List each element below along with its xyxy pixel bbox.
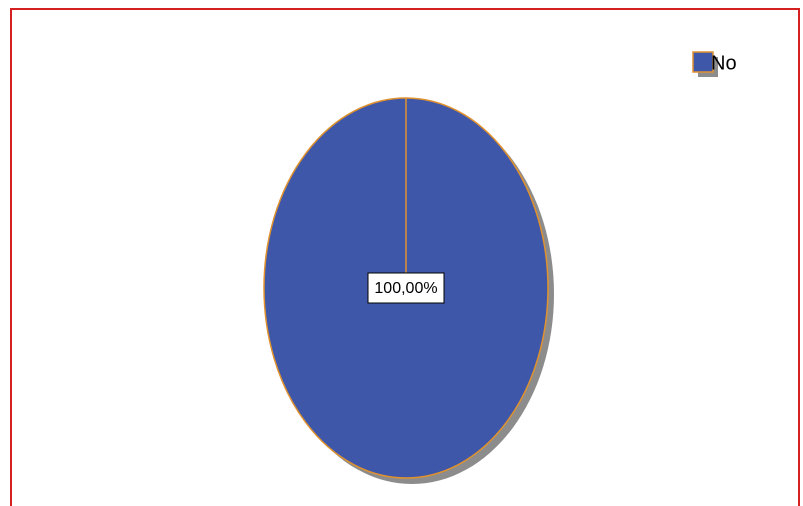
legend-swatch [692, 51, 714, 73]
frame-border [10, 8, 800, 506]
value-label: 100,00% [374, 280, 437, 297]
legend-label: No [711, 52, 737, 74]
value-label-box [367, 272, 445, 304]
